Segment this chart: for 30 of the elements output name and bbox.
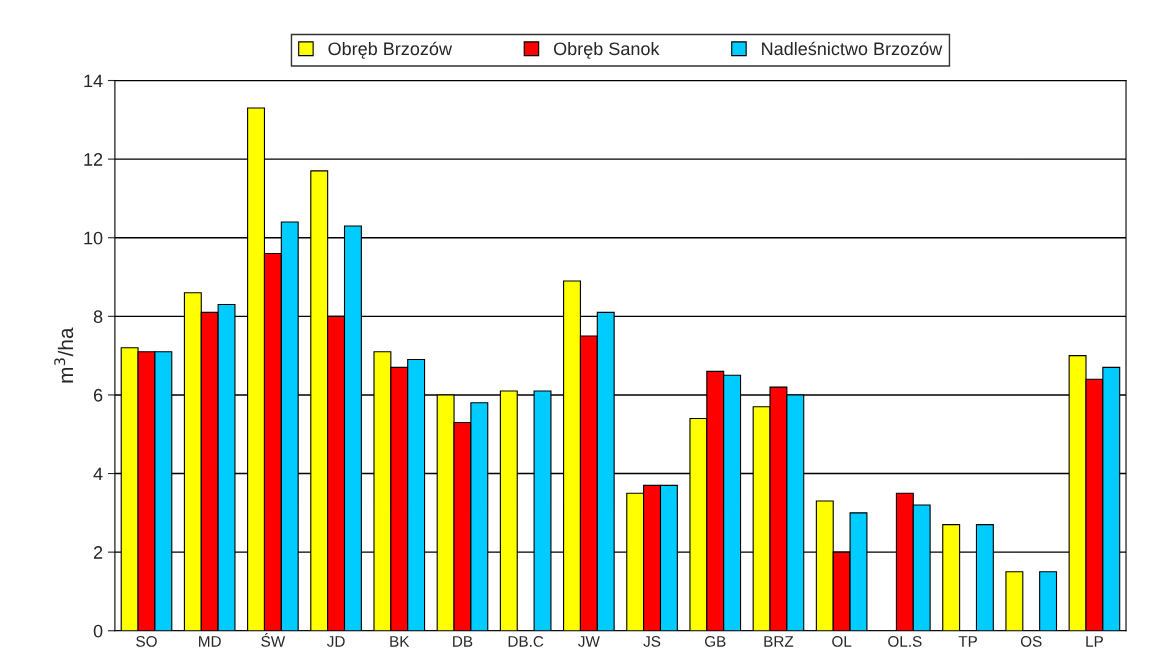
x-tick-label: DB.C	[508, 636, 544, 647]
x-tick-label: JS	[643, 636, 661, 647]
y-tick-label: 4	[93, 467, 103, 481]
bar	[1005, 571, 1024, 631]
y-tick-label: 6	[93, 388, 103, 402]
x-tick-label: LP	[1086, 636, 1103, 647]
x-tick-label: DB	[453, 636, 473, 647]
x-tick-label: BRZ	[764, 636, 794, 647]
x-tick-label: ŚW	[261, 632, 286, 647]
legend-label: Obręb Brzozów	[328, 41, 453, 59]
x-tick-label: JW	[578, 636, 600, 647]
x-tick-label: JD	[326, 636, 345, 647]
y-tick-label: 2	[93, 546, 103, 559]
x-tick-label: OS	[1020, 636, 1042, 647]
x-tick-label: GB	[704, 636, 726, 647]
x-tick-label: MD	[199, 636, 221, 647]
y-tick-label: 8	[93, 310, 103, 324]
x-tick-label: OL.S	[888, 636, 922, 647]
y-tick-label: 0	[93, 624, 103, 638]
y-tick-label: 14	[84, 74, 103, 88]
legend-label: Nadleśnictwo Brzozów	[762, 41, 943, 56]
bar	[1039, 571, 1058, 631]
x-tick-label: SO	[136, 636, 157, 647]
x-tick-label: BK	[390, 636, 410, 647]
y-tick-label: 12	[84, 153, 103, 166]
legend-label: Obręb Sanok	[553, 41, 660, 59]
y-tick-label: 10	[84, 231, 103, 245]
x-tick-label: TP	[958, 636, 977, 647]
x-tick-label: OL	[832, 636, 852, 647]
y-axis-title: m$^{3}$/ha	[54, 327, 74, 383]
